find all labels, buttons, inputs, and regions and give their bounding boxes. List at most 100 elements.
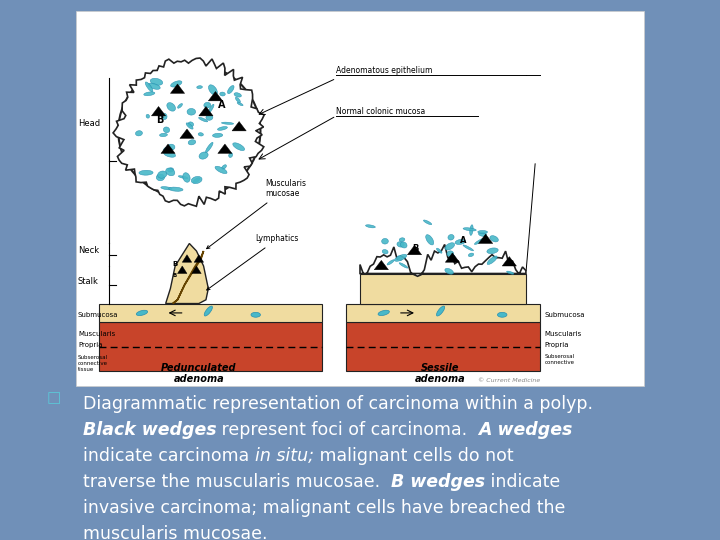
Polygon shape [178, 266, 187, 273]
Ellipse shape [188, 140, 196, 145]
Ellipse shape [178, 104, 182, 108]
Ellipse shape [487, 256, 498, 265]
Text: Submucosa: Submucosa [78, 312, 119, 318]
Text: Stalk: Stalk [78, 276, 99, 286]
Ellipse shape [479, 232, 487, 237]
Polygon shape [199, 106, 213, 116]
Text: A wedges: A wedges [479, 421, 573, 439]
Text: Adenomatous epithelium: Adenomatous epithelium [336, 65, 433, 75]
Ellipse shape [146, 114, 150, 118]
FancyBboxPatch shape [76, 11, 644, 386]
Ellipse shape [436, 306, 445, 316]
Text: represent foci of carcinoma.: represent foci of carcinoma. [217, 421, 479, 439]
Ellipse shape [445, 268, 454, 274]
Ellipse shape [233, 143, 245, 151]
Text: Pedunculated
adenoma: Pedunculated adenoma [161, 363, 237, 384]
Ellipse shape [474, 238, 485, 245]
Ellipse shape [135, 131, 143, 136]
Ellipse shape [220, 92, 225, 96]
Ellipse shape [205, 143, 213, 152]
Ellipse shape [163, 127, 170, 133]
Text: Subserosal
connective: Subserosal connective [545, 354, 575, 365]
Ellipse shape [228, 85, 234, 93]
Ellipse shape [397, 242, 404, 247]
Polygon shape [360, 245, 526, 276]
Ellipse shape [161, 187, 172, 190]
Ellipse shape [183, 173, 190, 182]
Ellipse shape [468, 253, 474, 256]
Ellipse shape [158, 171, 167, 178]
Ellipse shape [161, 113, 167, 119]
Ellipse shape [399, 263, 408, 268]
Ellipse shape [455, 239, 465, 245]
Ellipse shape [447, 251, 454, 256]
Polygon shape [408, 245, 422, 255]
Text: Subserosal
connective
tissue: Subserosal connective tissue [78, 355, 108, 372]
Polygon shape [217, 144, 232, 153]
Ellipse shape [400, 242, 407, 248]
Ellipse shape [397, 256, 402, 260]
Ellipse shape [144, 92, 155, 96]
Ellipse shape [234, 93, 241, 97]
Ellipse shape [237, 102, 243, 106]
Text: traverse the muscularis mucosae.: traverse the muscularis mucosae. [83, 473, 391, 491]
Text: Sessile
adenoma: Sessile adenoma [415, 363, 466, 384]
Ellipse shape [423, 220, 432, 225]
Polygon shape [360, 273, 526, 303]
Text: Black wedges: Black wedges [83, 421, 217, 439]
Polygon shape [113, 58, 264, 206]
Ellipse shape [209, 85, 217, 95]
Text: Muscularis
mucosae: Muscularis mucosae [207, 179, 306, 248]
Ellipse shape [450, 255, 455, 261]
Ellipse shape [160, 133, 167, 137]
Ellipse shape [469, 225, 473, 235]
Ellipse shape [198, 133, 203, 136]
Ellipse shape [204, 306, 212, 316]
Text: Diagrammatic representation of carcinoma within a polyp.: Diagrammatic representation of carcinoma… [83, 395, 593, 413]
Ellipse shape [498, 312, 507, 317]
Polygon shape [173, 251, 204, 303]
Ellipse shape [222, 165, 226, 170]
Ellipse shape [197, 86, 202, 89]
Ellipse shape [179, 176, 188, 179]
Ellipse shape [136, 310, 148, 315]
Ellipse shape [118, 63, 261, 198]
Ellipse shape [215, 166, 227, 173]
Ellipse shape [192, 177, 202, 184]
Polygon shape [194, 255, 204, 262]
Text: B: B [412, 244, 418, 253]
Ellipse shape [193, 178, 200, 183]
Text: Muscularis: Muscularis [545, 330, 582, 336]
Text: B: B [173, 273, 177, 278]
Ellipse shape [212, 133, 222, 137]
Polygon shape [166, 244, 208, 303]
Ellipse shape [167, 103, 176, 111]
Polygon shape [479, 234, 492, 244]
Text: Propria: Propria [78, 342, 102, 348]
Ellipse shape [148, 83, 161, 89]
Text: B: B [173, 261, 178, 267]
Ellipse shape [186, 123, 193, 129]
Ellipse shape [229, 153, 233, 158]
Ellipse shape [382, 249, 388, 254]
Ellipse shape [163, 146, 172, 153]
Ellipse shape [448, 234, 454, 240]
Polygon shape [445, 253, 459, 262]
Ellipse shape [204, 103, 211, 108]
Ellipse shape [426, 235, 433, 245]
Ellipse shape [145, 82, 153, 92]
Polygon shape [180, 129, 194, 138]
Ellipse shape [382, 239, 388, 244]
Ellipse shape [168, 187, 183, 191]
Ellipse shape [366, 225, 375, 228]
Text: indicate: indicate [485, 473, 560, 491]
Polygon shape [346, 303, 540, 322]
Text: indicate carcinoma: indicate carcinoma [83, 447, 255, 465]
Text: Propria: Propria [545, 342, 570, 348]
Text: A: A [217, 100, 225, 110]
Text: □: □ [47, 390, 61, 405]
Ellipse shape [166, 168, 175, 176]
Polygon shape [182, 255, 192, 262]
Polygon shape [161, 144, 175, 153]
Polygon shape [99, 303, 322, 322]
